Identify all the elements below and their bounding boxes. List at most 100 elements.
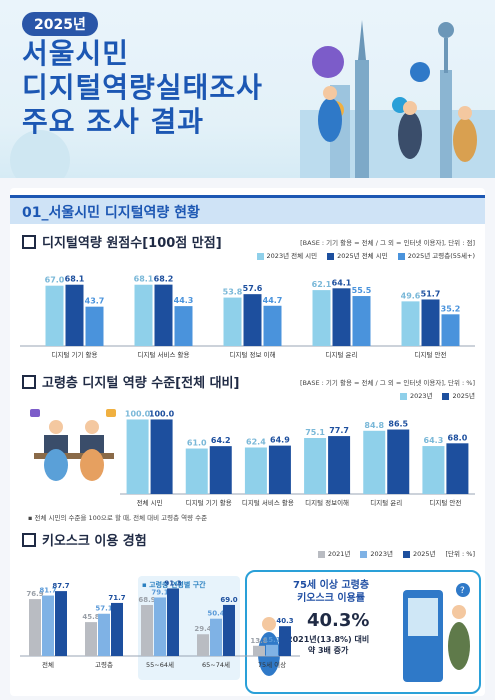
bar [328, 436, 351, 494]
bar [363, 430, 386, 494]
data-label: 91.3 [164, 579, 181, 587]
data-label: 50.4 [207, 610, 224, 618]
data-label: 44.3 [174, 296, 194, 305]
bar [126, 419, 149, 494]
bar [304, 438, 327, 494]
bar [210, 618, 222, 656]
bar [98, 613, 110, 656]
hero-illustration [10, 20, 495, 178]
bar [244, 447, 267, 494]
data-label: 53.8 [223, 288, 243, 297]
data-label: 68.1 [134, 275, 154, 284]
bar [85, 306, 104, 346]
legend-item: 2025년 고령층(55세+) [397, 250, 475, 260]
bar [29, 599, 41, 656]
bar [421, 299, 440, 346]
bar [197, 634, 209, 656]
callout-percent: 40.3% [307, 610, 370, 631]
hero-banner: 2025년 서울시민 디지털역량실태조사 주요 조사 결과 [0, 0, 495, 178]
kiosk-illustration: ? [403, 583, 470, 682]
data-label: 57.1 [95, 605, 112, 613]
chart3-svg: 76.981.787.7 전체 45.857.1 71.7 고령층 68.979.191.… [20, 579, 300, 669]
chart1-subtitle: 디지털역량 원점수[100점 만점] [42, 236, 222, 251]
bar [45, 285, 64, 346]
bar [401, 301, 420, 346]
data-label: 79.1 [151, 588, 168, 596]
checkbox-icon [22, 374, 36, 389]
data-label: 86.5 [388, 420, 408, 429]
section-title: 01_서울시민 디지털역량 현황 [22, 205, 200, 221]
category-label: 75세 이상 [258, 660, 286, 669]
data-label: 100.0 [125, 409, 151, 418]
hero-title-line-2: 디지털역량실태조사 [22, 71, 263, 104]
legend-item: 2025년 [442, 390, 475, 400]
data-label: 84.8 [364, 421, 384, 430]
bar [167, 588, 179, 656]
data-label: 35.2 [441, 304, 461, 313]
legend-item: 2021년 [317, 548, 350, 558]
chart2-footnote: ▪ 전체 시민의 수준을 100으로 할 때, 전체 대비 고령층 역량 수준 [28, 514, 208, 522]
bar [387, 429, 410, 494]
data-label: 68.9 [138, 596, 155, 604]
hero-title-line-3: 주요 조사 결과 [22, 105, 205, 138]
category-label: 디지털 기기 활용 [52, 350, 98, 359]
data-label: 64.1 [332, 278, 352, 287]
chart3-subtitle: 키오스크 이용 경험 [42, 534, 147, 549]
bar [85, 622, 97, 656]
category-label: 디지털 서비스 활용 [242, 498, 294, 507]
callout-title-line: 75세 이상 고령층 [293, 580, 370, 591]
bar [441, 314, 460, 346]
bar [253, 645, 265, 656]
chart1-legend: 2023년 전체 시민 2025년 전체 시민 2025년 고령층(55세+) [256, 250, 475, 260]
data-label: 100.0 [149, 409, 175, 418]
callout-desc-line: 약 3배 증가 [307, 646, 349, 655]
data-label: 67.0 [45, 276, 65, 285]
category-label: 전체 [42, 660, 54, 669]
bar [111, 602, 123, 656]
data-label: 75.1 [305, 428, 325, 437]
year-badge: 2025년 [22, 12, 98, 36]
data-label: 44.7 [263, 296, 283, 305]
data-label: 76.9 [26, 590, 43, 598]
bar [65, 284, 84, 346]
category-label: 디지털 윤리 [370, 498, 402, 507]
category-label: 55~64세 [146, 660, 174, 669]
chart2-subtitle-wrap: 고령층 디지털 역량 수준[전체 대비] [22, 372, 239, 391]
data-label: 68.0 [448, 433, 468, 442]
bar [268, 445, 291, 494]
category-label: 디지털 윤리 [326, 350, 358, 359]
callout-desc: 2021년(13.8%) 대비 약 3배 증가 [287, 634, 369, 656]
bar [332, 288, 351, 346]
chart2-legend: 2023년 2025년 [399, 390, 475, 400]
hero-title-line-1: 서울시민 [22, 37, 130, 70]
chart3-note: [단위 : %] [445, 550, 475, 558]
section-header: 01_서울시민 디지털역량 현황 [10, 195, 485, 224]
bar [174, 306, 193, 346]
bar [223, 297, 242, 346]
data-label: 40.3 [276, 617, 293, 625]
legend-item: 2023년 [360, 548, 393, 558]
legend-item: 2023년 전체 시민 [256, 250, 317, 260]
category-label: 디지털 기기 활용 [186, 498, 232, 507]
category-label: 고령층 [95, 660, 113, 669]
bar [141, 605, 153, 656]
data-label: 69.0 [220, 596, 237, 604]
bar [185, 448, 208, 494]
senior-age-label: ▪ 고령층 연령별 구간 [142, 581, 206, 589]
bar [446, 443, 469, 494]
legend-item: 2023년 [399, 390, 432, 400]
data-label: 51.7 [421, 289, 441, 298]
callout-desc-line: 2021년(13.8%) 대비 [287, 635, 370, 644]
bar [154, 597, 166, 656]
data-label: 49.6 [401, 291, 421, 300]
legend-item: 2025년 [402, 548, 435, 558]
data-label: 68.1 [65, 275, 85, 284]
bar [209, 446, 232, 494]
bar [263, 305, 282, 346]
data-label: 77.7 [329, 426, 349, 435]
data-label: 55.5 [352, 286, 372, 295]
data-label: 57.6 [243, 284, 263, 293]
category-label: 전체 시민 [137, 498, 163, 507]
bar [352, 296, 371, 346]
